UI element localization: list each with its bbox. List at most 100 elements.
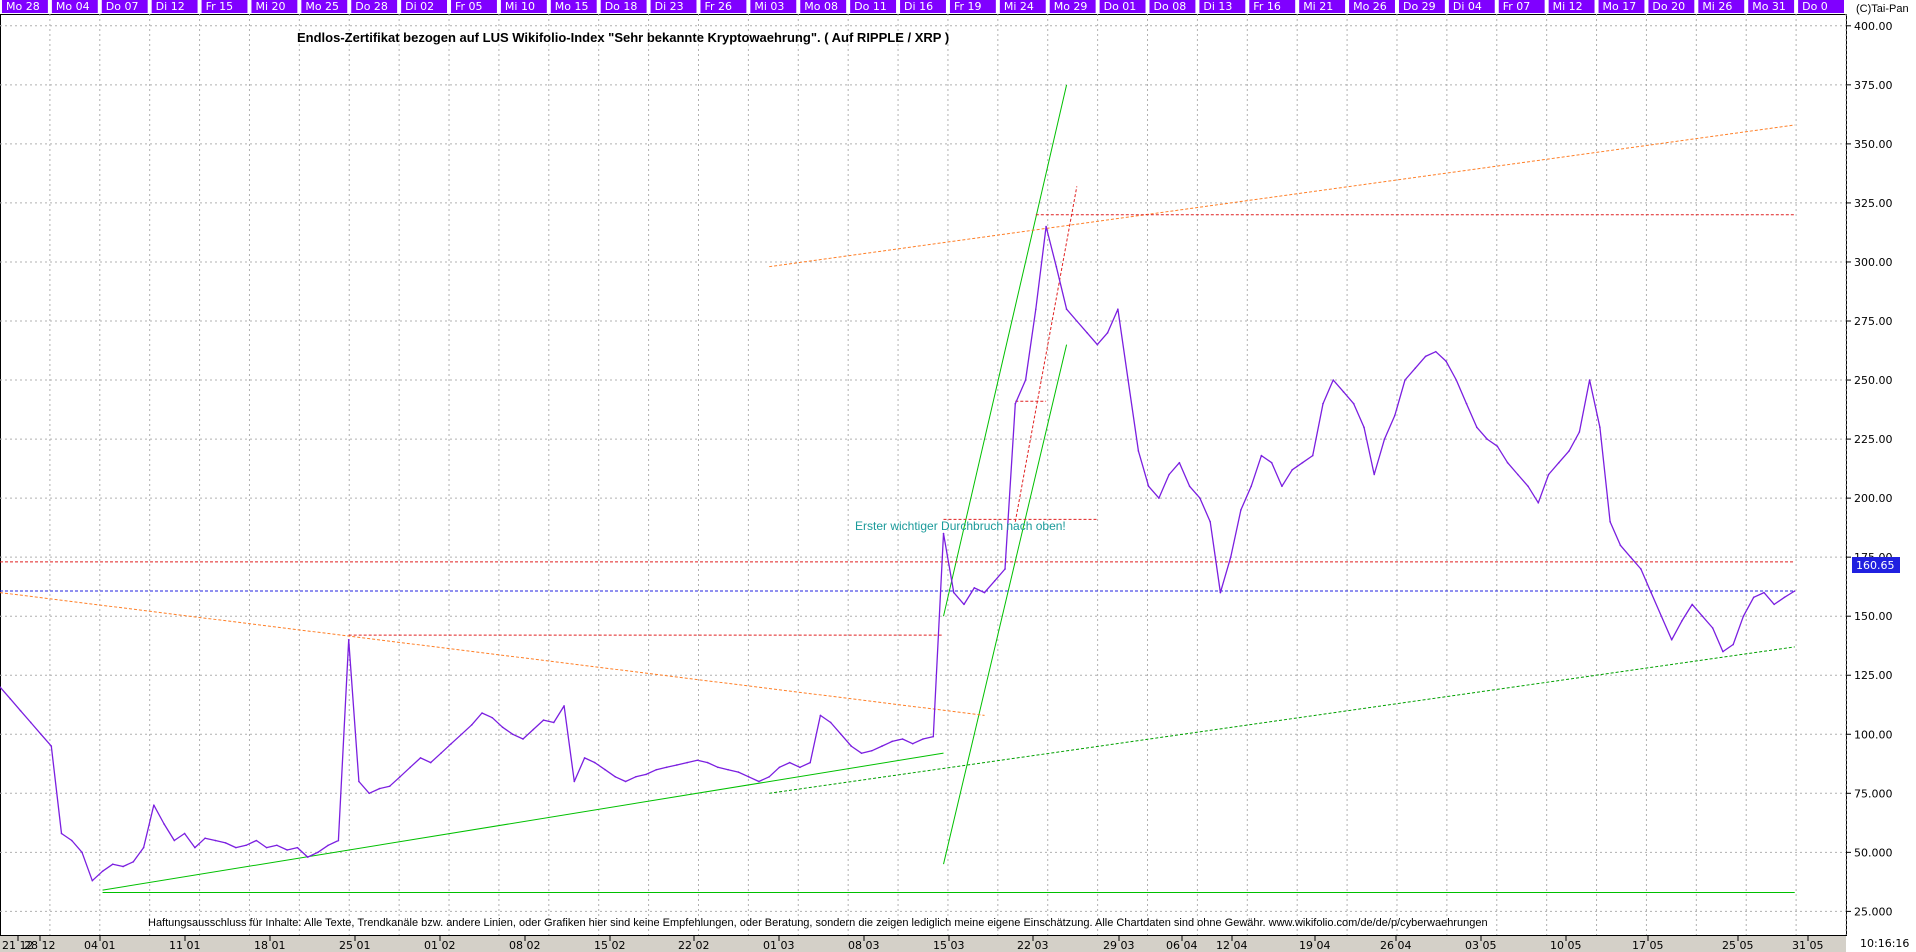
price-point xyxy=(635,775,637,778)
price-point xyxy=(91,879,94,882)
price-point xyxy=(1229,556,1232,558)
top-day-label: Mi 12 xyxy=(1553,0,1583,13)
price-point xyxy=(881,745,883,747)
price-point xyxy=(9,698,12,700)
price-point xyxy=(481,712,483,714)
price-point xyxy=(583,757,586,759)
price-point xyxy=(368,792,371,795)
top-day-label: Mo 29 xyxy=(1054,0,1088,13)
price-point xyxy=(706,761,709,764)
price-point xyxy=(850,745,853,747)
price-point xyxy=(1752,596,1755,599)
price-point xyxy=(470,724,473,726)
price-point xyxy=(1476,426,1478,429)
price-point xyxy=(1455,379,1458,381)
top-day-cell xyxy=(1099,0,1146,13)
price-point xyxy=(419,757,422,759)
price-point xyxy=(1496,445,1499,447)
price-point xyxy=(604,768,606,771)
price-point xyxy=(573,780,576,783)
price-point xyxy=(911,742,914,745)
top-day-cell xyxy=(1598,0,1645,13)
top-day-label: Do 11 xyxy=(854,0,887,13)
price-point xyxy=(1178,461,1181,464)
chart-title: Endlos-Zertifikat bezogen auf LUS Wikifo… xyxy=(297,30,949,45)
price-point xyxy=(922,738,924,740)
x-tick-label: 22 03 xyxy=(1017,939,1049,952)
trendline xyxy=(102,752,944,891)
price-point xyxy=(645,773,647,776)
top-day-label: Fr 26 xyxy=(704,0,732,13)
price-point xyxy=(1517,473,1519,476)
price-point xyxy=(0,686,1,688)
price-point xyxy=(1619,544,1622,547)
price-point xyxy=(1722,650,1724,653)
price-point xyxy=(870,750,873,752)
price-point xyxy=(952,591,955,594)
price-point xyxy=(1127,379,1129,381)
trendline xyxy=(769,124,1795,268)
top-day-label: Fr 07 xyxy=(1503,0,1531,13)
price-point xyxy=(1629,556,1632,558)
price-point xyxy=(737,771,740,773)
price-point xyxy=(1147,485,1150,488)
price-point xyxy=(1199,497,1201,499)
top-day-label: Fr 16 xyxy=(1253,0,1281,13)
price-point xyxy=(173,839,176,842)
price-point xyxy=(347,639,350,641)
price-point xyxy=(1445,360,1447,362)
price-point xyxy=(983,591,986,594)
x-tick-label: 28 12 xyxy=(24,939,56,952)
y-tick-label: 350.00 xyxy=(1854,138,1893,151)
price-point xyxy=(932,735,935,738)
price-point xyxy=(1096,343,1099,346)
price-point xyxy=(1137,450,1140,452)
price-point xyxy=(1732,643,1734,646)
x-tick-label: 17 05 xyxy=(1632,939,1664,952)
price-point xyxy=(768,775,770,778)
price-point xyxy=(1250,485,1252,488)
price-point xyxy=(993,579,996,582)
price-point xyxy=(788,761,791,764)
price-point xyxy=(50,745,53,747)
top-day-cell xyxy=(700,0,747,13)
price-point xyxy=(840,733,842,736)
price-point xyxy=(1158,497,1160,499)
top-day-cell xyxy=(401,0,448,13)
top-day-cell xyxy=(251,0,298,13)
top-day-label: Di 13 xyxy=(1203,0,1232,13)
price-point xyxy=(1783,596,1786,599)
price-point xyxy=(265,846,268,849)
price-point xyxy=(1527,485,1529,488)
price-point xyxy=(60,832,63,835)
trendlines xyxy=(0,84,1795,893)
price-point xyxy=(1168,473,1170,476)
price-point xyxy=(1373,473,1376,476)
top-day-cell xyxy=(1149,0,1196,13)
top-day-label: Mo 28 xyxy=(6,0,40,13)
disclaimer-text: Haftungsausschluss für Inhalte: Alle Tex… xyxy=(148,917,1488,929)
price-point xyxy=(1681,620,1683,622)
top-day-label: Do 18 xyxy=(605,0,638,13)
price-point xyxy=(358,780,360,783)
price-point xyxy=(1537,502,1540,504)
price-point xyxy=(1270,461,1273,464)
price-point xyxy=(942,532,945,535)
price-point xyxy=(1383,438,1386,440)
price-point xyxy=(1219,591,1222,594)
price-point xyxy=(1434,350,1437,353)
price-point xyxy=(70,839,73,842)
price-point xyxy=(1609,520,1611,523)
price-point xyxy=(1260,454,1263,457)
price-point xyxy=(29,721,32,724)
x-tick-label: 12 04 xyxy=(1216,939,1248,952)
price-point xyxy=(1773,603,1776,606)
price-point xyxy=(665,766,668,769)
top-day-label: Fr 05 xyxy=(455,0,483,13)
top-day-label: Fr 15 xyxy=(206,0,234,13)
y-tick-label: 75.000 xyxy=(1854,787,1893,800)
top-day-label: Do 20 xyxy=(1652,0,1685,13)
top-day-label: Mi 21 xyxy=(1303,0,1333,13)
